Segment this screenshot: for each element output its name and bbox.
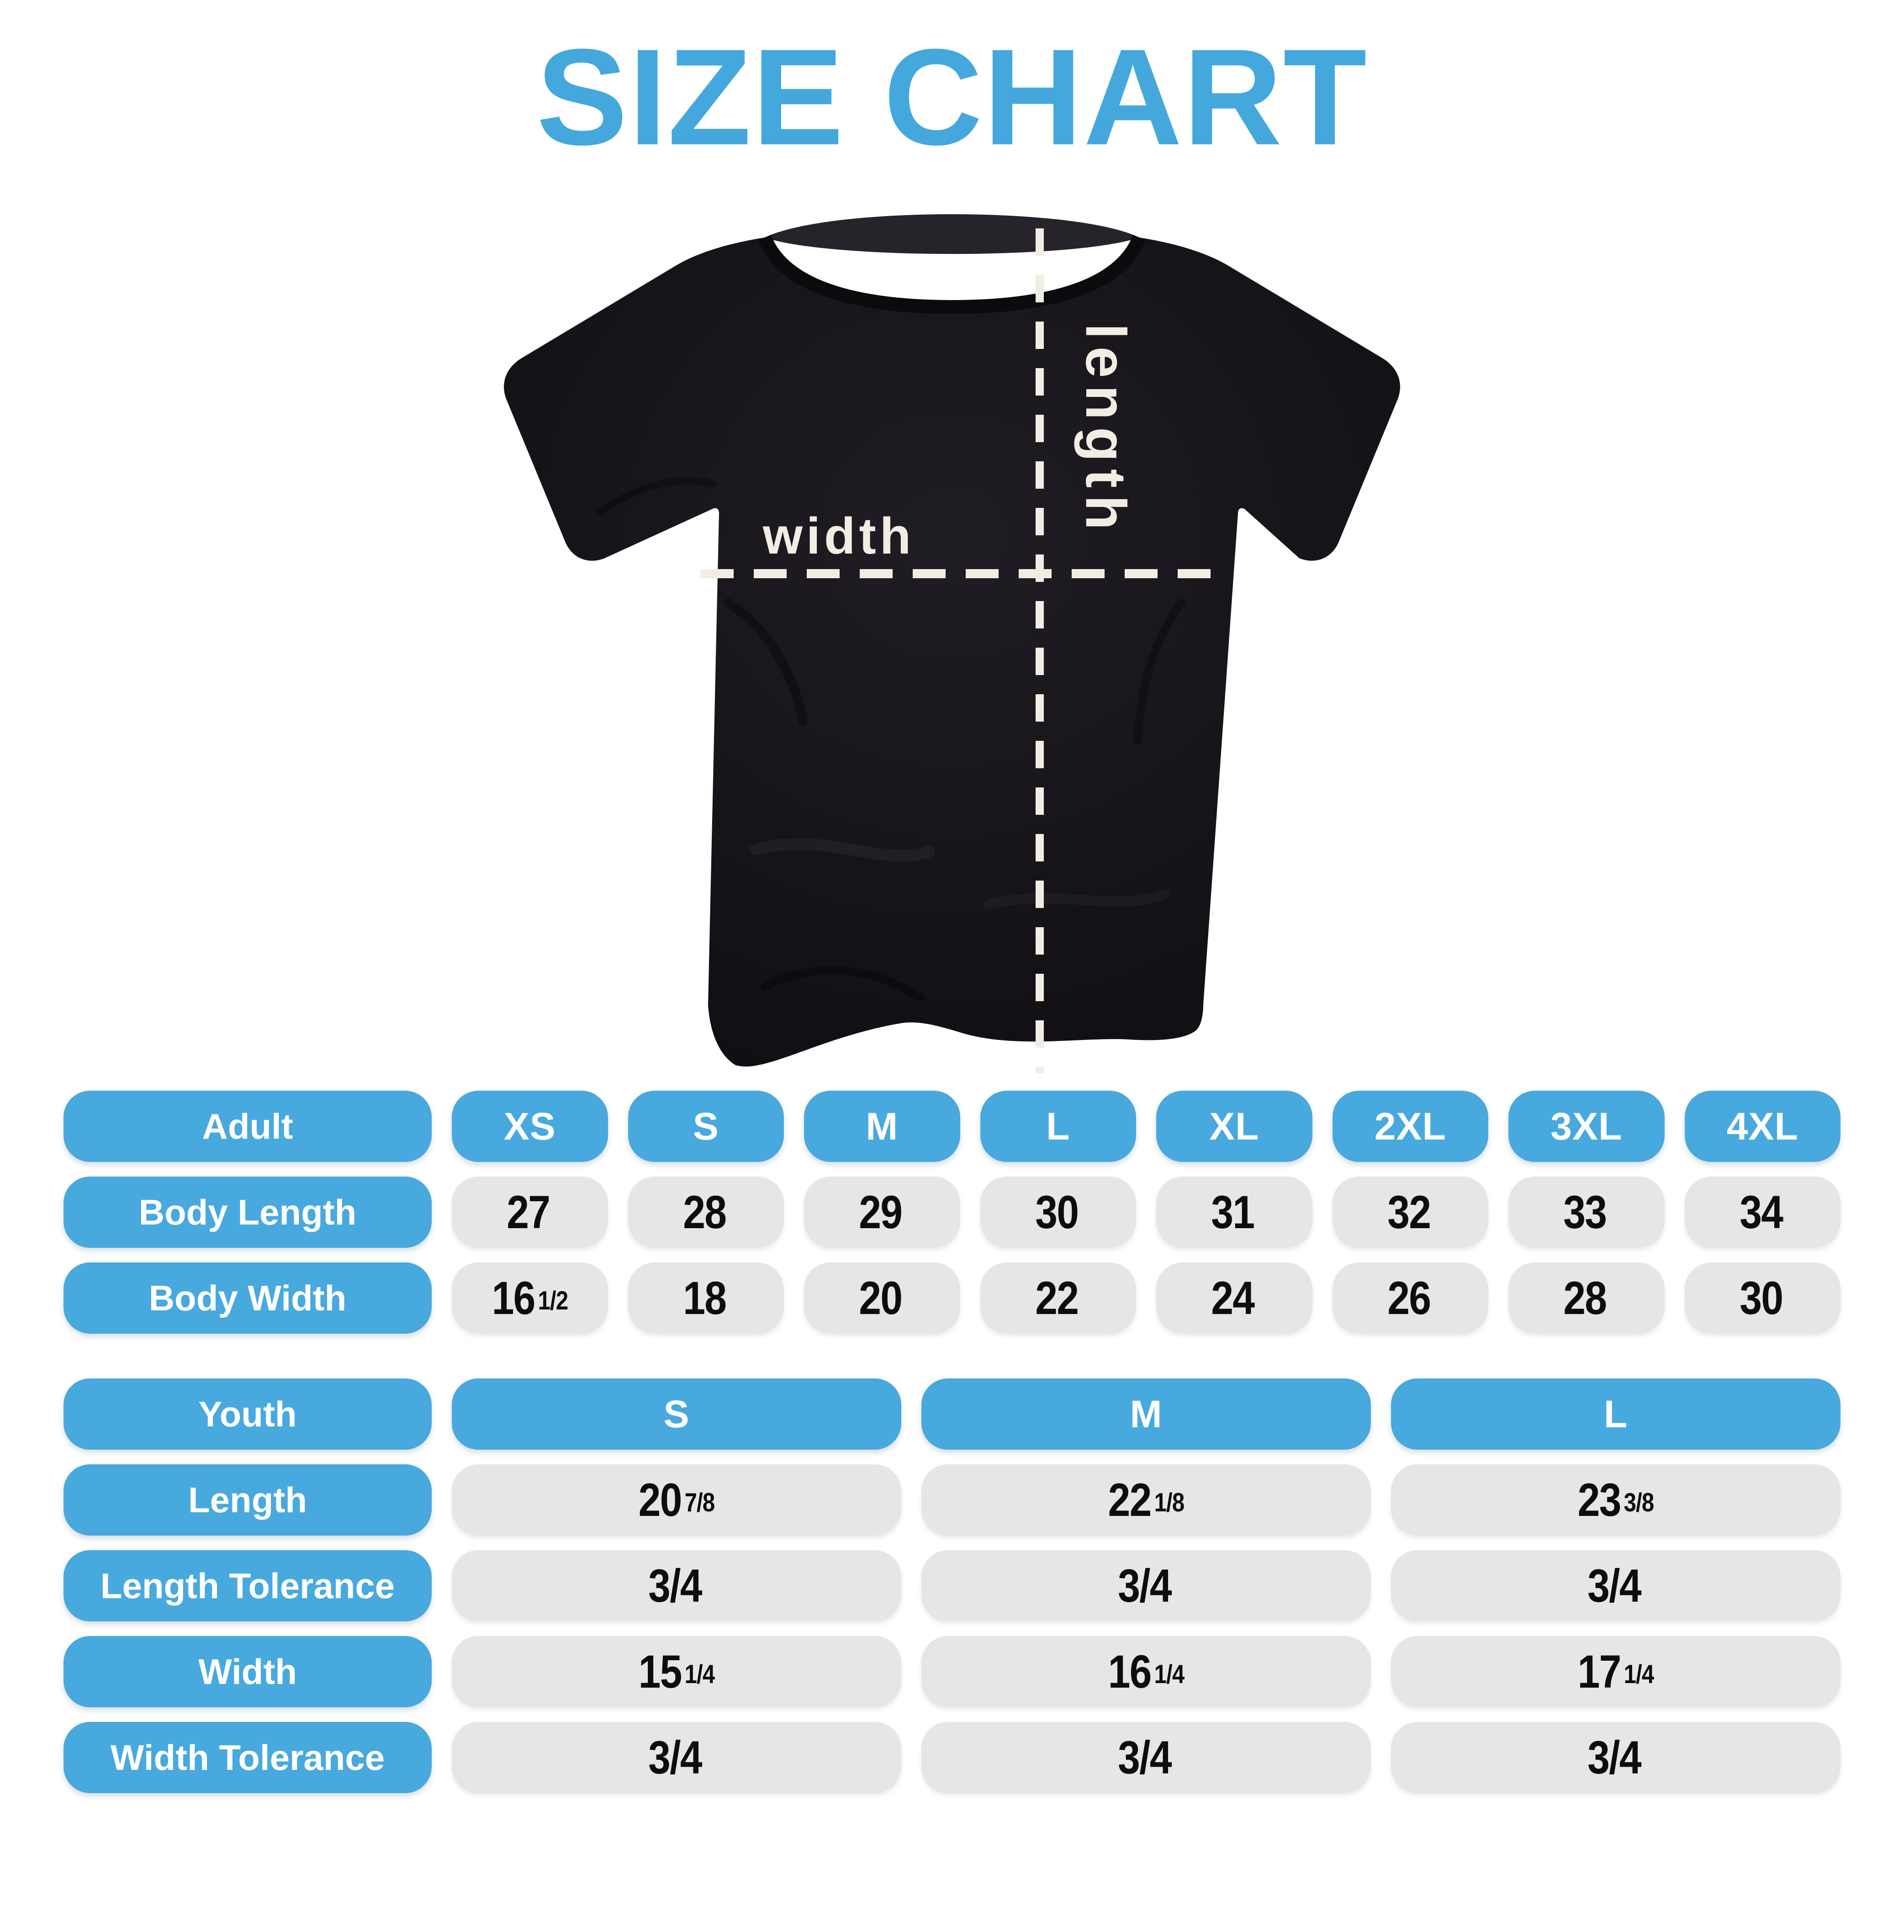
youth-length-label: Length (63, 1464, 432, 1536)
value-cell: 28 (1508, 1262, 1665, 1334)
tshirt-back-collar (765, 214, 1139, 254)
value-cell: 16 1/4 (921, 1636, 1371, 1707)
value-cell: 32 (1332, 1177, 1488, 1248)
value-cell: 3/4 (1391, 1550, 1841, 1621)
adult-size-2xl: 2XL (1332, 1091, 1488, 1162)
value-cell: 18 (628, 1262, 784, 1334)
youth-width-tolerance-label: Width Tolerance (63, 1722, 432, 1793)
value-cell: 16 1/2 (452, 1262, 608, 1334)
body-length-label: Body Length (63, 1177, 432, 1248)
youth-width-label: Width (63, 1636, 432, 1707)
value-cell: 22 (980, 1262, 1136, 1334)
youth-width-row: Width 15 1/4 16 1/4 17 1/4 (63, 1636, 1841, 1707)
length-measure-label: length (1074, 323, 1137, 537)
adult-header-label: Adult (63, 1091, 432, 1162)
youth-header-label: Youth (63, 1378, 432, 1450)
adult-header-row: Adult XS S M L XL 2XL 3XL 4XL (63, 1091, 1841, 1162)
adult-size-m: M (804, 1091, 960, 1162)
value-cell: 3/4 (921, 1550, 1371, 1621)
value-cell: 3/4 (921, 1722, 1371, 1793)
width-measure-label: width (762, 507, 915, 565)
value-cell: 24 (1156, 1262, 1312, 1334)
body-width-row: Body Width 16 1/2 18 20 22 24 26 28 30 (63, 1262, 1841, 1334)
youth-length-row: Length 20 7/8 22 1/8 23 3/8 (63, 1464, 1841, 1536)
value-cell: 23 3/8 (1391, 1464, 1841, 1536)
youth-header-row: Youth S M L (63, 1378, 1841, 1450)
size-chart-page: SIZE CHART (0, 28, 1904, 1932)
value-cell: 26 (1332, 1262, 1488, 1334)
value-cell: 3/4 (452, 1722, 901, 1793)
body-length-row: Body Length 27 28 29 30 31 32 33 34 (63, 1177, 1841, 1248)
youth-size-l: L (1391, 1378, 1841, 1450)
youth-size-table: Youth S M L Length 20 7/8 22 1/8 23 3/8 Len… (63, 1378, 1841, 1793)
youth-width-tolerance-row: Width Tolerance 3/4 3/4 3/4 (63, 1722, 1841, 1793)
page-title: SIZE CHART (536, 20, 1368, 174)
tshirt-measurement-diagram: width length (491, 210, 1413, 1078)
value-cell: 3/4 (1391, 1722, 1841, 1793)
adult-size-s: S (628, 1091, 784, 1162)
tshirt-svg: width length (504, 214, 1400, 1073)
tshirt-wrinkles (597, 477, 1185, 1002)
adult-size-xs: XS (452, 1091, 608, 1162)
value-cell: 28 (628, 1177, 784, 1248)
body-width-label: Body Width (63, 1262, 432, 1334)
youth-length-tolerance-label: Length Tolerance (63, 1550, 432, 1621)
value-cell: 34 (1684, 1177, 1841, 1248)
value-cell: 3/4 (452, 1550, 901, 1621)
value-cell: 31 (1156, 1177, 1312, 1248)
youth-size-s: S (452, 1378, 901, 1450)
value-cell: 29 (804, 1177, 960, 1248)
adult-size-xl: XL (1156, 1091, 1312, 1162)
value-cell: 22 1/8 (921, 1464, 1371, 1536)
adult-size-3xl: 3XL (1508, 1091, 1665, 1162)
value-cell: 20 (804, 1262, 960, 1334)
adult-size-table: Adult XS S M L XL 2XL 3XL 4XL Body Lengt… (63, 1091, 1841, 1334)
adult-size-4xl: 4XL (1684, 1091, 1841, 1162)
value-cell: 17 1/4 (1391, 1636, 1841, 1707)
value-cell: 15 1/4 (452, 1636, 901, 1707)
value-cell: 20 7/8 (452, 1464, 901, 1536)
value-cell: 27 (452, 1177, 608, 1248)
youth-length-tolerance-row: Length Tolerance 3/4 3/4 3/4 (63, 1550, 1841, 1621)
tshirt-body (504, 238, 1400, 1067)
tshirt-collar-rib (758, 235, 1146, 314)
youth-size-m: M (921, 1378, 1371, 1450)
adult-size-l: L (980, 1091, 1136, 1162)
value-cell: 33 (1508, 1177, 1665, 1248)
size-tables: Adult XS S M L XL 2XL 3XL 4XL Body Lengt… (63, 1091, 1841, 1793)
value-cell: 30 (980, 1177, 1136, 1248)
value-cell: 30 (1684, 1262, 1841, 1334)
